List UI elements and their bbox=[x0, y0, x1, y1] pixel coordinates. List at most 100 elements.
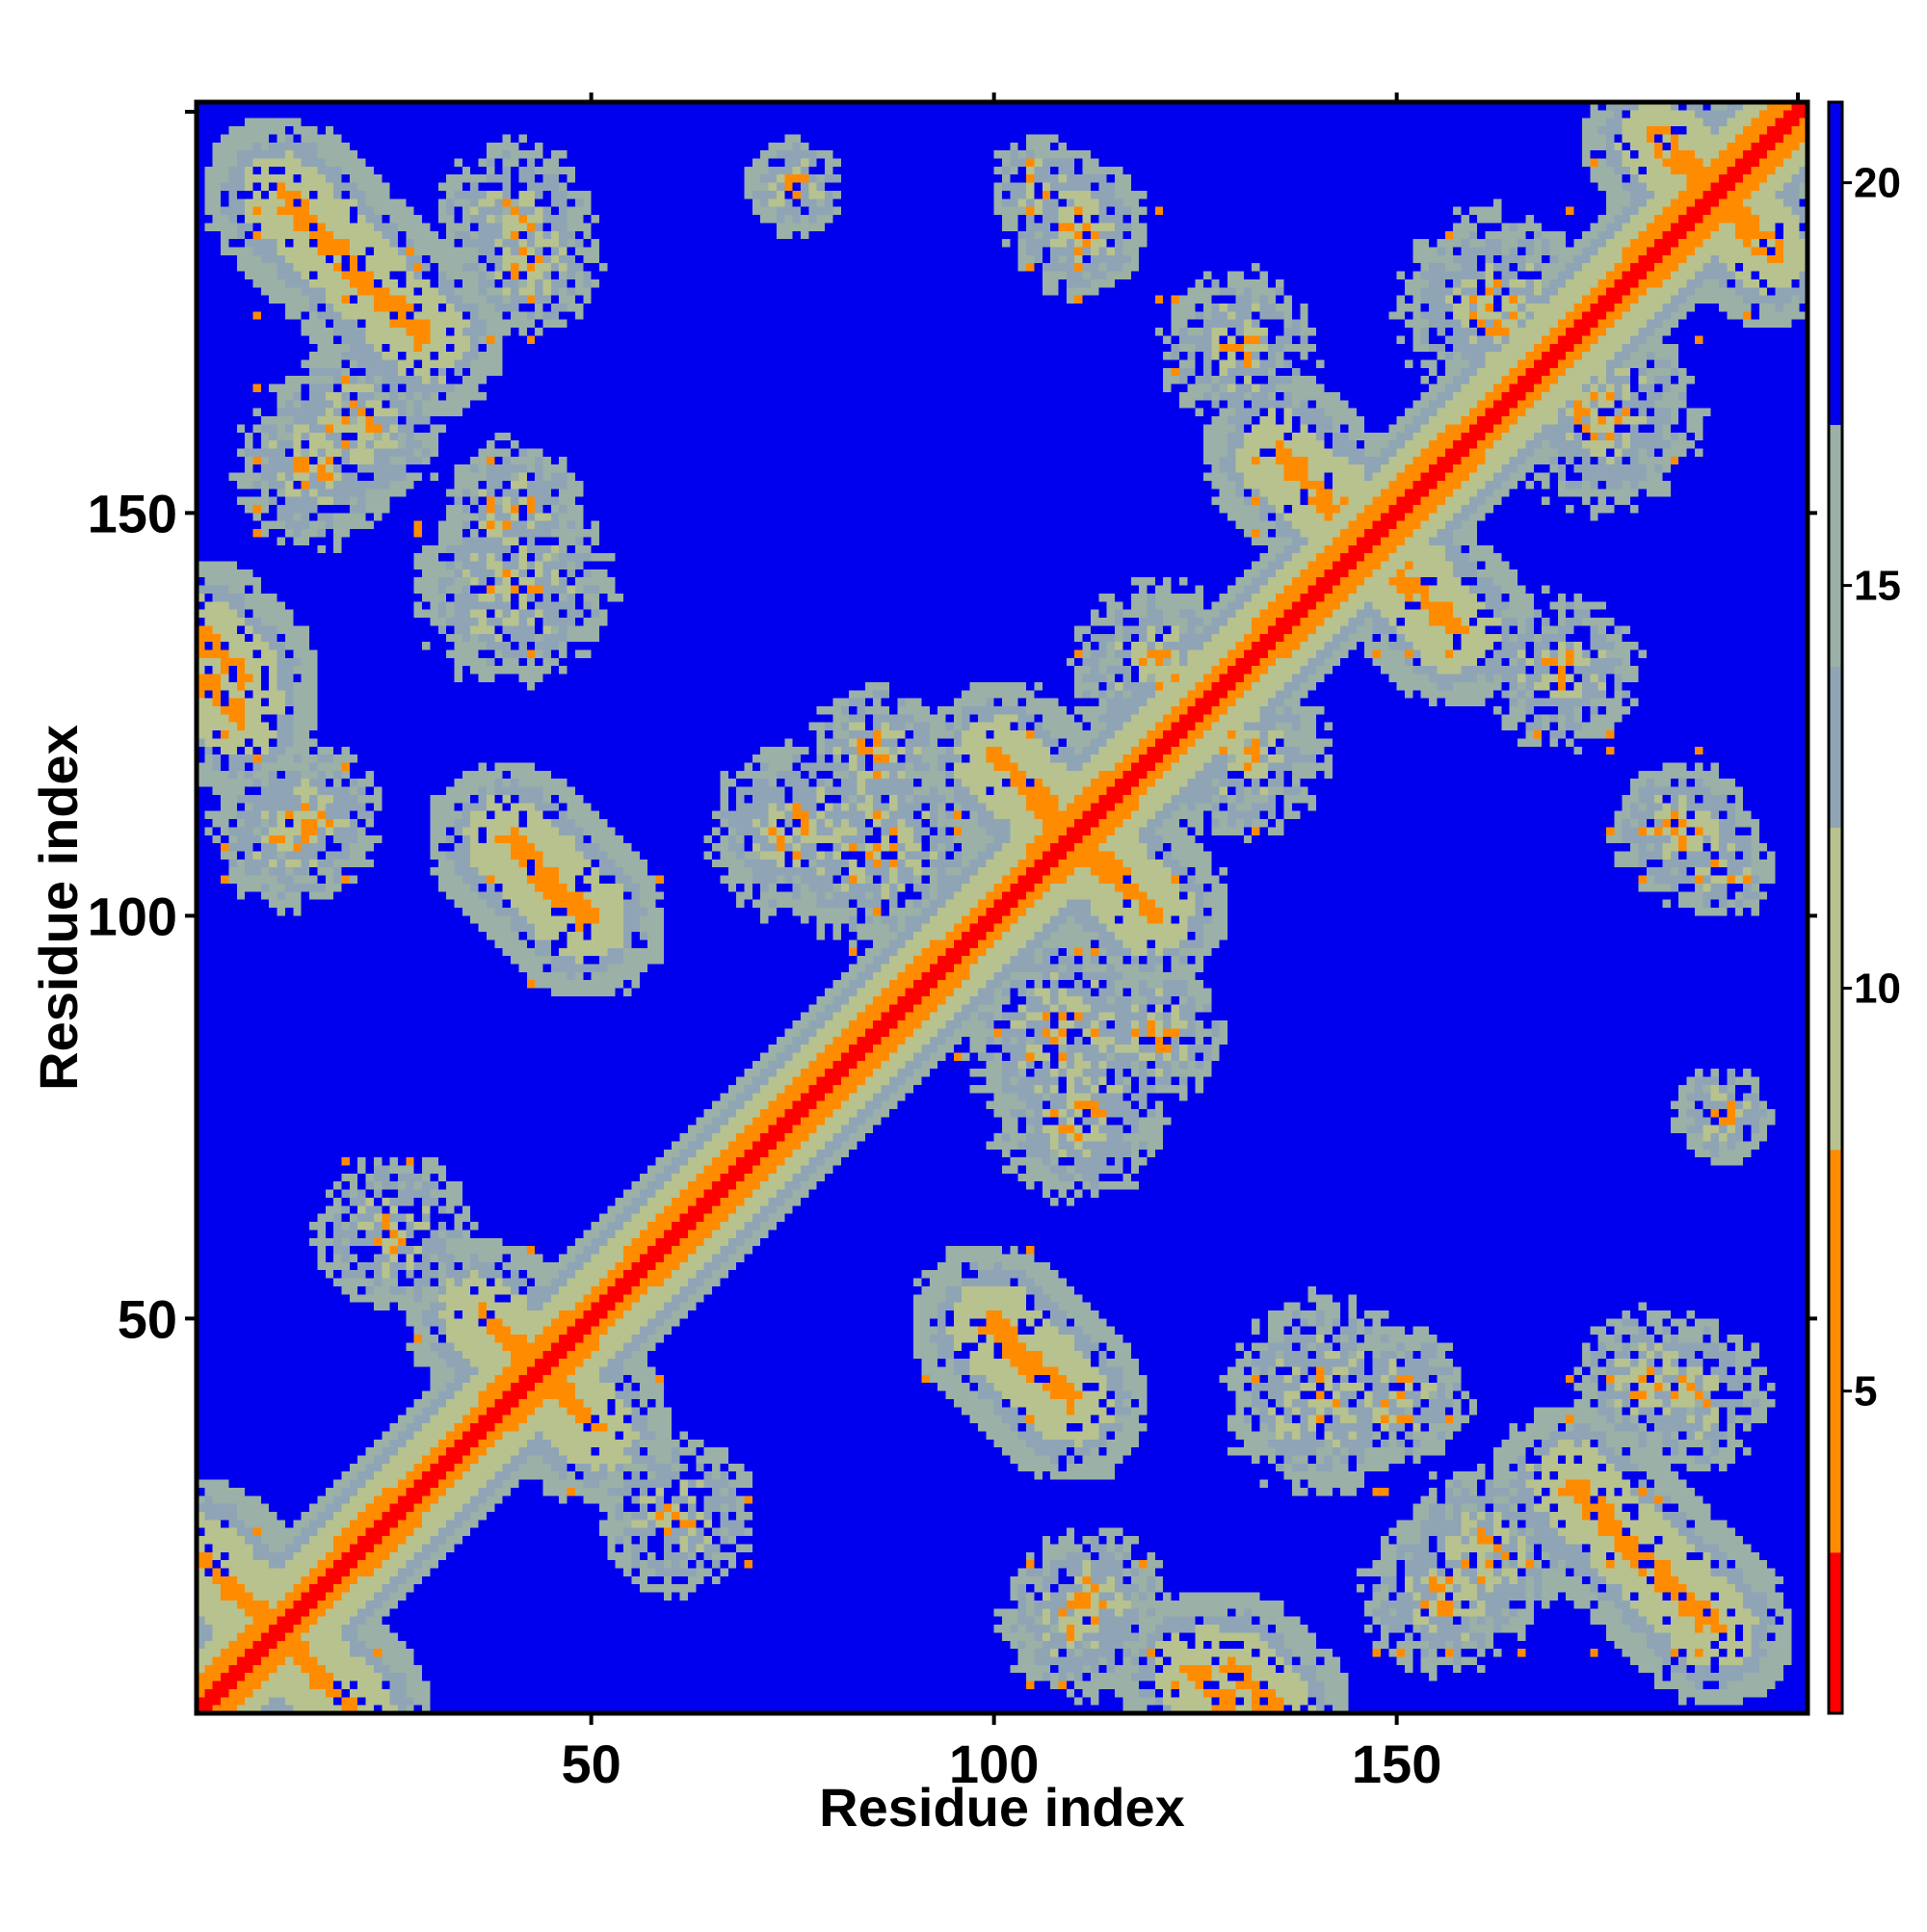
colorbar-tick-label: 10 bbox=[1854, 966, 1901, 1013]
colorbar-segment bbox=[1829, 1076, 1842, 1086]
colorbar-segment bbox=[1829, 1512, 1842, 1521]
colorbar-segment bbox=[1829, 674, 1842, 683]
colorbar-segment bbox=[1829, 230, 1842, 240]
colorbar-segment bbox=[1829, 947, 1842, 957]
colorbar-segment bbox=[1829, 142, 1842, 151]
colorbar-segment bbox=[1829, 263, 1842, 273]
colorbar-segment bbox=[1829, 1100, 1842, 1110]
colorbar-segment bbox=[1829, 513, 1842, 522]
colorbar-segment bbox=[1829, 867, 1842, 877]
colorbar-segment bbox=[1829, 1109, 1842, 1118]
colorbar-segment bbox=[1829, 1649, 1842, 1658]
colorbar-segment bbox=[1829, 690, 1842, 700]
colorbar-tick-label: 5 bbox=[1854, 1368, 1877, 1416]
x-tick-label: 150 bbox=[1352, 1734, 1441, 1794]
colorbar-segment bbox=[1829, 1705, 1842, 1714]
colorbar-segment bbox=[1829, 408, 1842, 417]
colorbar-segment bbox=[1829, 1197, 1842, 1206]
colorbar-segment bbox=[1829, 110, 1842, 119]
colorbar-segment bbox=[1829, 1463, 1842, 1472]
colorbar-segment bbox=[1829, 352, 1842, 361]
colorbar-segment bbox=[1829, 384, 1842, 393]
colorbar-segment bbox=[1829, 367, 1842, 377]
colorbar: 5 10 15 20 bbox=[1827, 100, 1901, 1715]
colorbar-segment bbox=[1829, 915, 1842, 925]
colorbar-segment bbox=[1829, 932, 1842, 941]
colorbar-segment bbox=[1829, 223, 1842, 232]
colorbar-segment bbox=[1829, 803, 1842, 812]
colorbar-segment bbox=[1829, 1012, 1842, 1021]
colorbar-segment bbox=[1829, 891, 1842, 901]
colorbar-segment bbox=[1829, 271, 1842, 280]
colorbar-segment bbox=[1829, 940, 1842, 949]
colorbar-segment bbox=[1829, 472, 1842, 482]
colorbar-segment bbox=[1829, 1625, 1842, 1633]
colorbar-segment bbox=[1829, 489, 1842, 498]
colorbar-segment bbox=[1829, 1673, 1842, 1682]
colorbar-segment bbox=[1829, 1616, 1842, 1626]
colorbar-segment bbox=[1829, 432, 1842, 441]
colorbar-segment bbox=[1829, 416, 1842, 425]
y-axis-title: Residue index bbox=[28, 725, 89, 1091]
colorbar-segment bbox=[1829, 642, 1842, 651]
colorbar-segment bbox=[1829, 190, 1842, 199]
colorbar-segment bbox=[1829, 625, 1842, 635]
colorbar-segment bbox=[1829, 1608, 1842, 1618]
colorbar-segment bbox=[1829, 834, 1842, 844]
colorbar-segment bbox=[1829, 1246, 1842, 1256]
colorbar-segment bbox=[1829, 1125, 1842, 1134]
colorbar-segment bbox=[1829, 1141, 1842, 1151]
colorbar-segment bbox=[1829, 1551, 1842, 1561]
colorbar-segment bbox=[1829, 657, 1842, 667]
colorbar-segment bbox=[1829, 585, 1842, 595]
colorbar-segment bbox=[1829, 1656, 1842, 1666]
colorbar-tick-label: 20 bbox=[1854, 160, 1901, 207]
colorbar-segment bbox=[1829, 1600, 1842, 1609]
colorbar-segment bbox=[1829, 1213, 1842, 1223]
colorbar-segment bbox=[1829, 577, 1842, 587]
colorbar-segment bbox=[1829, 746, 1842, 755]
heatmap bbox=[197, 102, 1808, 1713]
colorbar-segment bbox=[1829, 1390, 1842, 1400]
colorbar-frame bbox=[1827, 100, 1844, 1715]
colorbar-segment bbox=[1829, 335, 1842, 345]
colorbar-segment bbox=[1829, 1285, 1842, 1295]
colorbar-segment bbox=[1829, 1536, 1842, 1546]
colorbar-segment bbox=[1829, 134, 1842, 144]
colorbar-segment bbox=[1829, 762, 1842, 772]
colorbar-segment bbox=[1829, 609, 1842, 619]
colorbar-segment bbox=[1829, 1415, 1842, 1424]
colorbar-segment bbox=[1829, 794, 1842, 804]
colorbar-segment bbox=[1829, 1318, 1842, 1328]
colorbar-segment bbox=[1829, 254, 1842, 264]
colorbar-segment bbox=[1829, 995, 1842, 1005]
colorbar-segment bbox=[1829, 988, 1842, 997]
colorbar-segment bbox=[1829, 1527, 1842, 1537]
colorbar-segment bbox=[1829, 698, 1842, 707]
colorbar-segment bbox=[1829, 1294, 1842, 1304]
colorbar-segment bbox=[1829, 1278, 1842, 1287]
colorbar-segment bbox=[1829, 102, 1842, 111]
colorbar-segment bbox=[1829, 376, 1842, 385]
colorbar-segment bbox=[1829, 1270, 1842, 1280]
colorbar-segment bbox=[1829, 706, 1842, 715]
colorbar-segment bbox=[1829, 714, 1842, 724]
colorbar-segment bbox=[1829, 166, 1842, 175]
x-axis-title: Residue index bbox=[819, 1777, 1185, 1838]
colorbar-segment bbox=[1829, 1568, 1842, 1577]
colorbar-segment bbox=[1829, 1004, 1842, 1014]
colorbar-segment bbox=[1829, 537, 1842, 546]
colorbar-segment bbox=[1829, 304, 1842, 312]
colorbar-segment bbox=[1829, 448, 1842, 458]
colorbar-segment bbox=[1829, 569, 1842, 578]
colorbar-segment bbox=[1829, 529, 1842, 539]
colorbar-segment bbox=[1829, 1681, 1842, 1690]
colorbar-segment bbox=[1829, 278, 1842, 288]
colorbar-segment bbox=[1829, 1069, 1842, 1078]
colorbar-segment bbox=[1829, 1045, 1842, 1054]
colorbar-segment bbox=[1829, 633, 1842, 643]
colorbar-segment bbox=[1829, 1503, 1842, 1513]
colorbar-segment bbox=[1829, 1592, 1842, 1601]
colorbar-segment bbox=[1829, 561, 1842, 570]
